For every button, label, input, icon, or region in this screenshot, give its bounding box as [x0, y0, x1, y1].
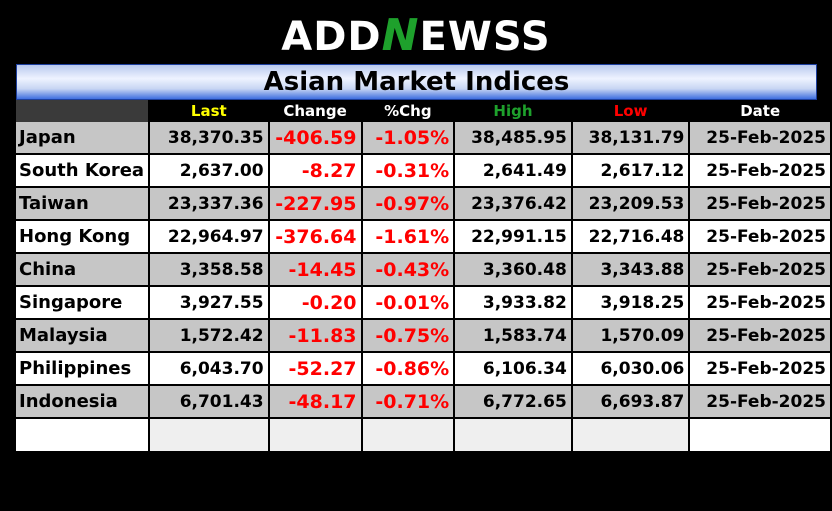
empty-cell — [269, 419, 363, 453]
empty-cell — [572, 419, 691, 453]
last-value: 22,964.97 — [150, 221, 270, 254]
high-value: 23,376.42 — [455, 188, 573, 221]
date-value: 25-Feb-2025 — [690, 320, 832, 353]
date-value: 25-Feb-2025 — [690, 254, 832, 287]
date-value: 25-Feb-2025 — [690, 353, 832, 386]
market-name: Taiwan — [16, 188, 151, 221]
high-value: 1,583.74 — [455, 320, 573, 353]
empty-cell — [362, 419, 456, 453]
market-name: Malaysia — [16, 320, 151, 353]
logo-part1: ADD — [281, 14, 382, 60]
last-value: 6,701.43 — [150, 386, 270, 419]
high-value: 6,772.65 — [455, 386, 573, 419]
market-name: China — [16, 254, 151, 287]
header-high: High — [455, 100, 573, 122]
low-value: 3,343.88 — [572, 254, 691, 287]
last-value: 23,337.36 — [150, 188, 270, 221]
table-row: Indonesia 6,701.43 -48.17 -0.71% 6,772.65 6,6… — [16, 386, 832, 419]
table-row: Taiwan 23,337.36 -227.95 -0.97% 23,376.42 23,… — [16, 188, 832, 221]
pct-change-value: -0.01% — [362, 287, 456, 320]
table-row: China 3,358.58 -14.45 -0.43% 3,360.48 3,343.8… — [16, 254, 832, 287]
market-name: South Korea — [16, 155, 151, 188]
logo-part3: EWSS — [419, 14, 551, 60]
table-row: Malaysia 1,572.42 -11.83 -0.75% 1,583.74 1,57… — [16, 320, 832, 353]
low-value: 6,030.06 — [572, 353, 691, 386]
market-indices-table: Last Change %Chg High Low Date Japan 38,3… — [16, 100, 832, 453]
table-title: Asian Market Indices — [16, 64, 817, 100]
date-value: 25-Feb-2025 — [690, 221, 832, 254]
pct-change-value: -0.75% — [362, 320, 456, 353]
change-value: -11.83 — [269, 320, 363, 353]
header-last: Last — [150, 100, 270, 122]
high-value: 3,933.82 — [455, 287, 573, 320]
header-date: Date — [690, 100, 832, 122]
high-value: 2,641.49 — [455, 155, 573, 188]
table-row: Philippines 6,043.70 -52.27 -0.86% 6,106.34 6… — [16, 353, 832, 386]
pct-change-value: -1.05% — [362, 122, 456, 155]
market-name: Japan — [16, 122, 151, 155]
last-value: 6,043.70 — [150, 353, 270, 386]
last-value: 3,358.58 — [150, 254, 270, 287]
low-value: 3,918.25 — [572, 287, 691, 320]
header-row: Last Change %Chg High Low Date — [16, 100, 832, 122]
high-value: 38,485.95 — [455, 122, 573, 155]
addnewss-logo: ADDNEWSS — [0, 10, 832, 63]
table-row: Hong Kong 22,964.97 -376.64 -1.61% 22,991.15… — [16, 221, 832, 254]
change-value: -14.45 — [269, 254, 363, 287]
high-value: 22,991.15 — [455, 221, 573, 254]
date-value: 25-Feb-2025 — [690, 386, 832, 419]
market-name: Indonesia — [16, 386, 151, 419]
change-value: -227.95 — [269, 188, 363, 221]
low-value: 23,209.53 — [572, 188, 691, 221]
pct-change-value: -0.43% — [362, 254, 456, 287]
last-value: 1,572.42 — [150, 320, 270, 353]
table-row: Singapore 3,927.55 -0.20 -0.01% 3,933.82 3,91… — [16, 287, 832, 320]
market-name: Philippines — [16, 353, 151, 386]
low-value: 2,617.12 — [572, 155, 691, 188]
last-value: 38,370.35 — [150, 122, 270, 155]
empty-cell — [16, 419, 151, 453]
last-value: 3,927.55 — [150, 287, 270, 320]
high-value: 3,360.48 — [455, 254, 573, 287]
header-pct-change: %Chg — [362, 100, 456, 122]
change-value: -406.59 — [269, 122, 363, 155]
date-value: 25-Feb-2025 — [690, 287, 832, 320]
header-low: Low — [572, 100, 691, 122]
change-value: -0.20 — [269, 287, 363, 320]
low-value: 38,131.79 — [572, 122, 691, 155]
empty-row — [16, 419, 832, 453]
market-name: Hong Kong — [16, 221, 151, 254]
pct-change-value: -1.61% — [362, 221, 456, 254]
empty-cell — [455, 419, 573, 453]
logo-part2: N — [381, 10, 420, 61]
high-value: 6,106.34 — [455, 353, 573, 386]
pct-change-value: -0.86% — [362, 353, 456, 386]
change-value: -8.27 — [269, 155, 363, 188]
header-change: Change — [269, 100, 363, 122]
header-blank — [16, 100, 151, 122]
date-value: 25-Feb-2025 — [690, 122, 832, 155]
low-value: 1,570.09 — [572, 320, 691, 353]
market-name: Singapore — [16, 287, 151, 320]
pct-change-value: -0.31% — [362, 155, 456, 188]
low-value: 6,693.87 — [572, 386, 691, 419]
table-row: Japan 38,370.35 -406.59 -1.05% 38,485.95 38,1… — [16, 122, 832, 155]
change-value: -52.27 — [269, 353, 363, 386]
pct-change-value: -0.71% — [362, 386, 456, 419]
change-value: -48.17 — [269, 386, 363, 419]
date-value: 25-Feb-2025 — [690, 188, 832, 221]
empty-cell — [690, 419, 832, 453]
last-value: 2,637.00 — [150, 155, 270, 188]
change-value: -376.64 — [269, 221, 363, 254]
table-row: South Korea 2,637.00 -8.27 -0.31% 2,641.49 2,… — [16, 155, 832, 188]
empty-cell — [150, 419, 270, 453]
pct-change-value: -0.97% — [362, 188, 456, 221]
low-value: 22,716.48 — [572, 221, 691, 254]
date-value: 25-Feb-2025 — [690, 155, 832, 188]
